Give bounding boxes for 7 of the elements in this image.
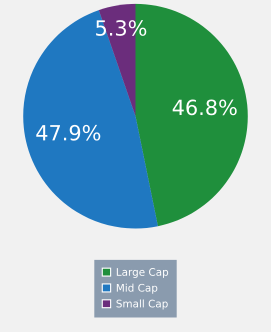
- data-label: 46.8%: [172, 100, 237, 116]
- legend-label: Large Cap: [116, 268, 168, 278]
- pie-slice: [23, 10, 158, 228]
- legend-label: Small Cap: [116, 299, 168, 310]
- data-label: 47.9%: [36, 124, 100, 141]
- data-label: 5.3%: [96, 20, 146, 36]
- legend-label: Mid Cap: [116, 284, 158, 294]
